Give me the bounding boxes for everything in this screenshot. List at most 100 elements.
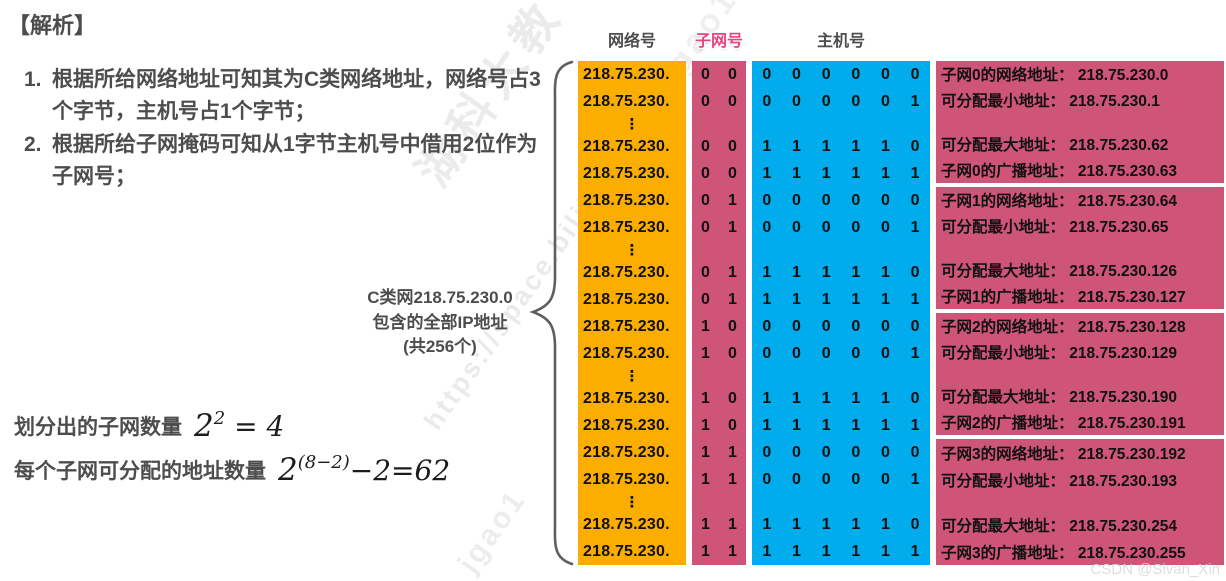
bit: 0 (881, 317, 890, 335)
host-bits-cell: 1 1 1 1 1 1 (752, 286, 930, 313)
network-prefix-cell: 218.75.230. (583, 317, 670, 335)
math-exponent: (8−2) (297, 452, 350, 473)
ellipsis-row (936, 239, 1224, 257)
bit: 1 (910, 92, 920, 110)
bit: 1 (792, 164, 801, 182)
network-prefix-cell: 218.75.230. (583, 389, 670, 407)
address-description-cell: 可分配最大地址： 218.75.230.190 (941, 389, 1178, 406)
bit: 0 (910, 191, 920, 209)
bit: 1 (881, 290, 890, 308)
host-bits-cell: 1 1 1 1 1 1 (752, 538, 930, 565)
bit: 0 (881, 218, 890, 236)
bit: 0 (728, 92, 737, 110)
bit: 1 (728, 443, 737, 461)
bit: 1 (851, 137, 861, 155)
bit: 0 (851, 191, 861, 209)
bit: 1 (792, 542, 801, 560)
bit: 1 (792, 515, 801, 533)
curly-brace-icon (529, 60, 574, 566)
bit: 0 (792, 470, 801, 488)
ellipsis-row (692, 367, 746, 385)
bit: 0 (701, 191, 710, 209)
bit: 1 (881, 164, 890, 182)
bit: 0 (881, 443, 890, 461)
bit: 1 (701, 470, 710, 488)
bit: 1 (762, 164, 772, 182)
bit: 0 (792, 443, 801, 461)
bit: 0 (701, 164, 710, 182)
table-headers: 网络号 子网号 主机号 (578, 27, 936, 51)
ellipsis-row (752, 241, 930, 259)
bit: 1 (881, 137, 890, 155)
bit: 0 (792, 317, 801, 335)
bit: 1 (910, 290, 920, 308)
bit: 1 (821, 542, 831, 560)
ellipsis-row (692, 241, 746, 259)
host-bits-cell: 0 0 0 0 0 1 (752, 466, 930, 493)
bit: 0 (792, 344, 801, 362)
bit: 0 (910, 65, 920, 83)
address-description-cell: 子网1的网络地址： 218.75.230.64 (941, 193, 1178, 210)
bit: 1 (910, 470, 920, 488)
bit: 0 (728, 416, 737, 434)
bit: 0 (762, 470, 772, 488)
bit: 0 (701, 92, 710, 110)
bit: 0 (910, 515, 920, 533)
bit: 1 (821, 263, 831, 281)
bit: 0 (821, 191, 831, 209)
ellipsis-row (752, 493, 930, 511)
network-prefix-cell: 218.75.230. (583, 542, 670, 560)
bit: 1 (881, 416, 890, 434)
formula-math: 22 = 4 (194, 408, 284, 444)
bit: 0 (792, 65, 801, 83)
formula-label: 每个子网可分配的地址数量 (14, 460, 266, 483)
network-prefix-cell: 218.75.230. (583, 218, 670, 236)
bit: 0 (762, 317, 772, 335)
bit: 1 (728, 191, 737, 209)
network-prefix-cell: 218.75.230. (583, 191, 670, 209)
math-base: 2 (194, 408, 214, 444)
bit: 1 (851, 263, 861, 281)
network-prefix-cell: 218.75.230. (583, 443, 670, 461)
bit: 1 (701, 317, 710, 335)
bit: 0 (881, 344, 890, 362)
bit: 1 (851, 416, 861, 434)
host-bits-cell: 1 1 1 1 1 1 (752, 412, 930, 439)
bit: 0 (701, 290, 710, 308)
address-description-cell: 子网0的网络地址： 218.75.230.0 (941, 67, 1169, 84)
bit: 0 (728, 65, 737, 83)
bit: 1 (701, 389, 710, 407)
bit: 1 (792, 263, 801, 281)
bit: 1 (821, 389, 831, 407)
ellipsis-row: ⋮ (624, 493, 640, 511)
host-bits-cell: 0 0 0 0 0 1 (752, 340, 930, 367)
bit: 0 (881, 191, 890, 209)
bit: 0 (821, 317, 831, 335)
bit: 1 (728, 542, 737, 560)
bit: 1 (792, 137, 801, 155)
bit: 0 (701, 137, 710, 155)
subnet-3-description-group: 子网3的网络地址： 218.75.230.192 可分配最小地址： 218.75.… (936, 439, 1224, 565)
bit: 1 (821, 137, 831, 155)
bit: 1 (821, 515, 831, 533)
bit: 1 (728, 218, 737, 236)
header-host-number: 主机号 (816, 33, 865, 50)
bit: 0 (881, 65, 890, 83)
bit: 1 (910, 416, 920, 434)
bit: 1 (728, 470, 737, 488)
bit: 1 (762, 137, 772, 155)
address-description-cell: 可分配最小地址： 218.75.230.129 (941, 345, 1178, 362)
bit: 1 (851, 515, 861, 533)
network-prefix-cell: 218.75.230. (583, 137, 670, 155)
subnet-2-description-group: 子网2的网络地址： 218.75.230.128 可分配最小地址： 218.75.… (936, 313, 1224, 439)
bit: 1 (728, 515, 737, 533)
